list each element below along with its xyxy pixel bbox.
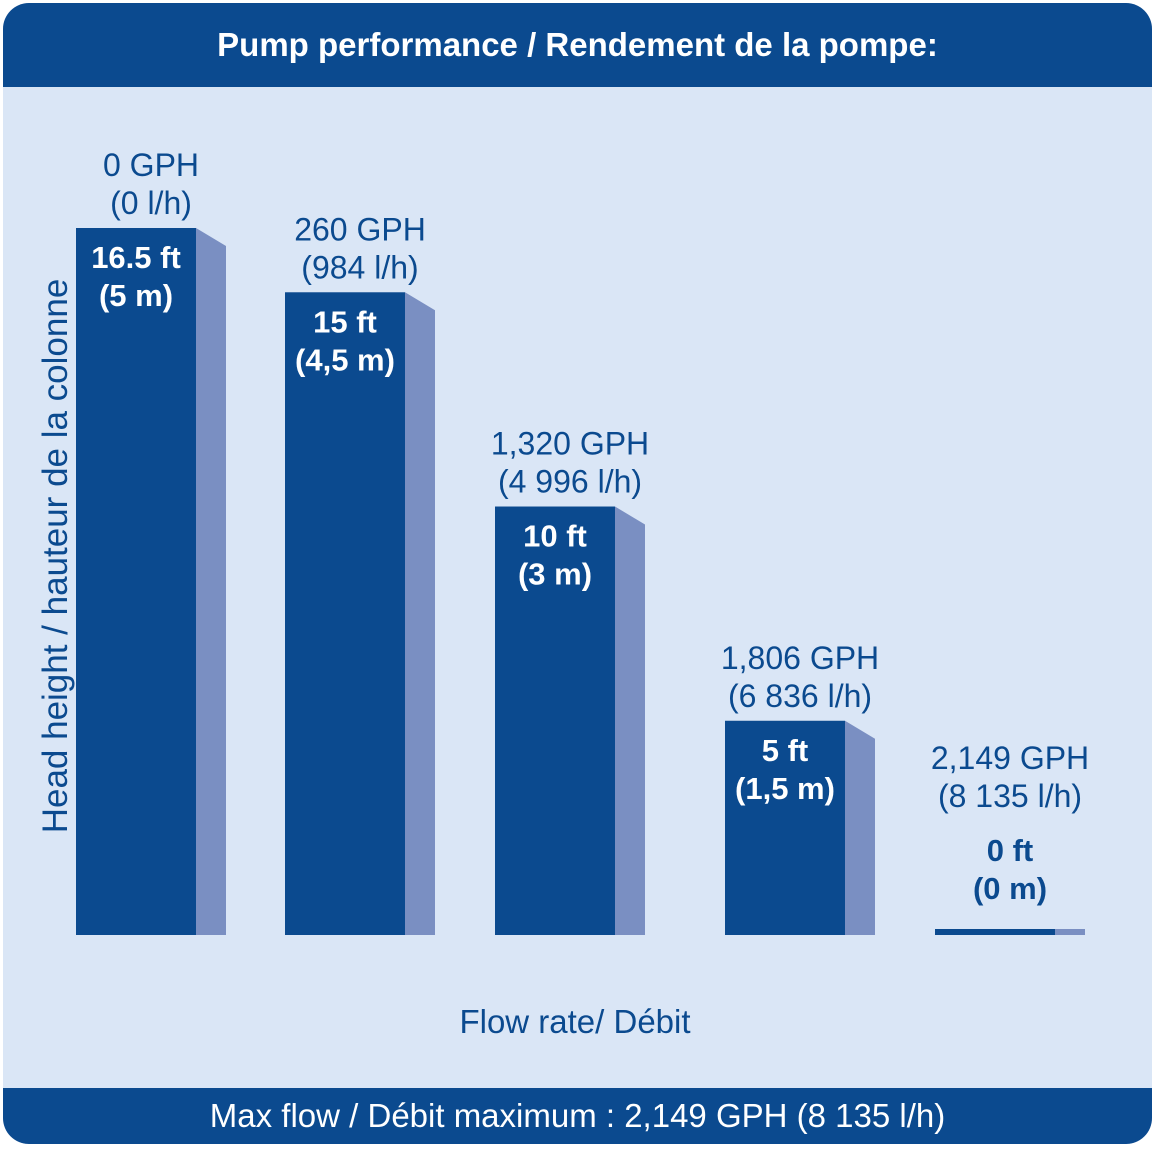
- bar-side-3: [845, 720, 875, 935]
- bar-0: [76, 228, 196, 935]
- bar-side-2: [615, 506, 645, 935]
- chart-title: Pump performance / Rendement de la pompe…: [3, 3, 1152, 87]
- y-axis-label: Head height / hauteur de la colonne: [36, 278, 75, 834]
- bar-value-label-metric-4: (0 m): [973, 871, 1047, 906]
- flow-label-1: 260 GPH: [294, 211, 426, 247]
- flow-label-metric-3: (6 836 l/h): [728, 678, 872, 714]
- bar-chart: 16.5 ft(5 m) 0 GPH(0 l/h) 15 ft(4,5 m) 260 …: [76, 147, 1089, 936]
- bar-3: [725, 720, 845, 935]
- x-axis-label: Flow rate/ Débit: [459, 1003, 691, 1040]
- max-flow-footer: Max flow / Débit maximum : 2,149 GPH (8 …: [3, 1088, 1152, 1144]
- bar-side-1: [405, 292, 435, 936]
- bar-value-label-metric-0: (5 m): [99, 278, 173, 313]
- bar-side-4: [1055, 929, 1085, 935]
- bar-value-label-1: 15 ft: [313, 304, 377, 339]
- chart-panel: Pump performance / Rendement de la pompe…: [3, 3, 1152, 1144]
- bar-side-0: [196, 228, 226, 935]
- flow-label-metric-2: (4 996 l/h): [498, 464, 642, 500]
- bar-value-label-metric-2: (3 m): [518, 557, 592, 592]
- bar-value-label-4: 0 ft: [987, 833, 1034, 868]
- flow-label-3: 1,806 GPH: [721, 640, 879, 676]
- flow-label-4: 2,149 GPH: [931, 740, 1089, 776]
- flow-label-metric-0: (0 l/h): [110, 185, 192, 221]
- bar-value-label-metric-1: (4,5 m): [295, 342, 395, 377]
- bar-4: [935, 929, 1055, 935]
- bar-2: [495, 506, 615, 935]
- bar-value-label-2: 10 ft: [523, 519, 587, 554]
- flow-label-metric-1: (984 l/h): [301, 249, 418, 285]
- bar-1: [285, 292, 405, 936]
- flow-label-2: 1,320 GPH: [491, 426, 649, 462]
- flow-label-0: 0 GPH: [103, 147, 199, 183]
- bar-value-label-3: 5 ft: [762, 733, 809, 768]
- bar-value-label-metric-3: (1,5 m): [735, 771, 835, 806]
- flow-label-metric-4: (8 135 l/h): [938, 778, 1082, 814]
- bar-value-label-0: 16.5 ft: [91, 240, 181, 275]
